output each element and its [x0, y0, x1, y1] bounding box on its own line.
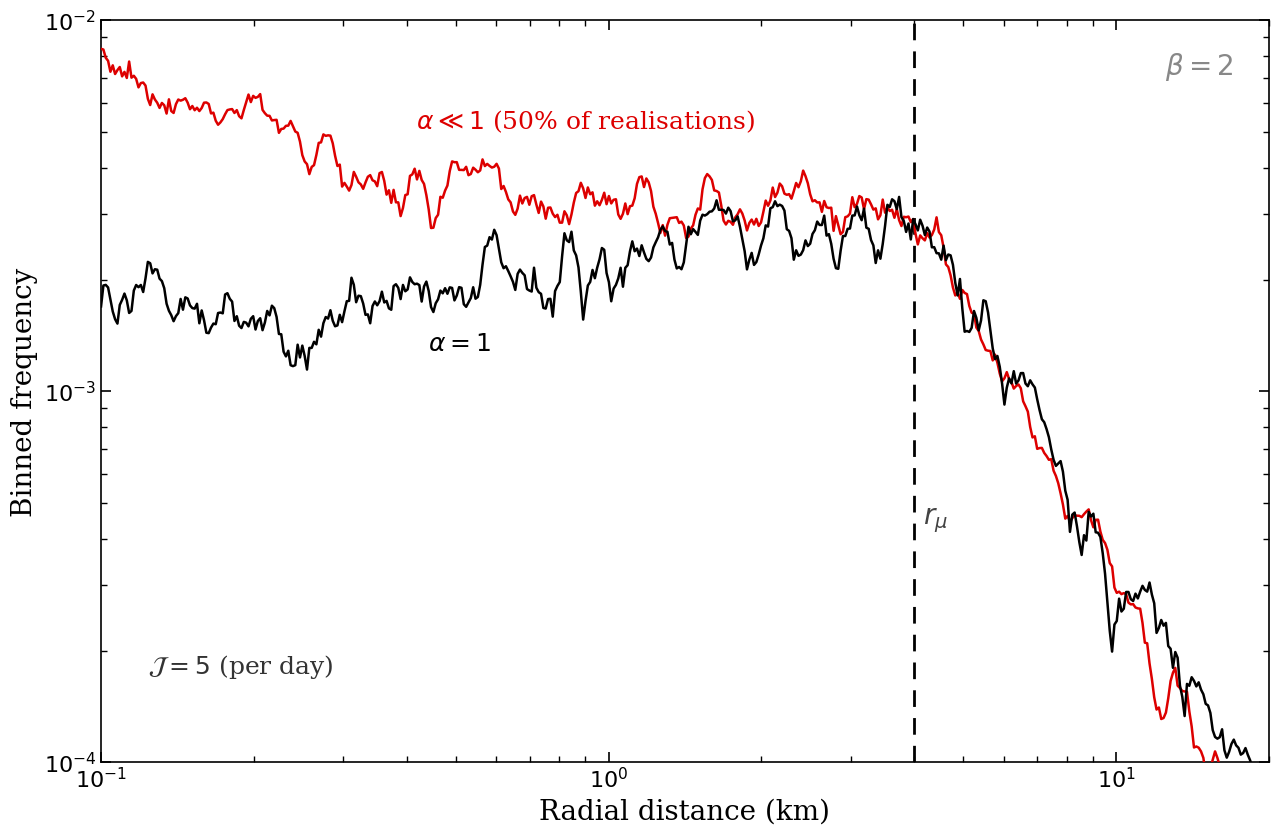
Text: $r_{\mu}$: $r_{\mu}$ — [923, 506, 947, 534]
Text: $\alpha = 1$: $\alpha = 1$ — [428, 332, 490, 355]
Y-axis label: Binned frequency: Binned frequency — [12, 268, 38, 517]
X-axis label: Radial distance (km): Radial distance (km) — [539, 798, 831, 825]
Text: $\mathcal{J} = 5$ (per day): $\mathcal{J} = 5$ (per day) — [147, 652, 333, 680]
Text: $\alpha \ll 1$ (50% of realisations): $\alpha \ll 1$ (50% of realisations) — [416, 108, 755, 135]
Text: $\beta = 2$: $\beta = 2$ — [1165, 51, 1234, 83]
